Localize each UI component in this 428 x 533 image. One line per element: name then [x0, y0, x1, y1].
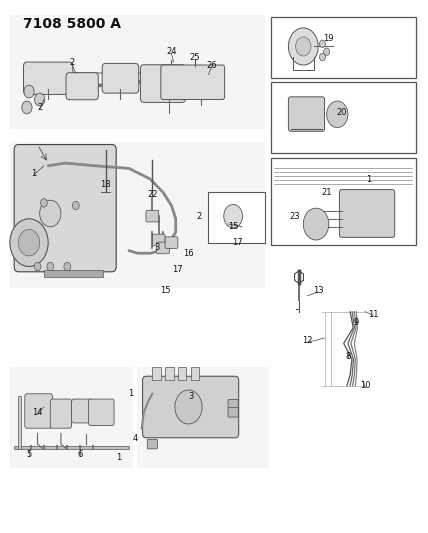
Bar — [14, 446, 129, 449]
FancyBboxPatch shape — [157, 242, 169, 254]
Text: 17: 17 — [232, 238, 243, 247]
Text: 26: 26 — [207, 61, 217, 69]
Bar — [271, 82, 416, 152]
Text: 6: 6 — [77, 450, 83, 459]
FancyBboxPatch shape — [71, 399, 93, 423]
FancyBboxPatch shape — [89, 399, 114, 425]
Text: 10: 10 — [360, 381, 370, 390]
Text: 2: 2 — [37, 103, 42, 112]
FancyBboxPatch shape — [140, 64, 185, 102]
Text: 8: 8 — [345, 352, 351, 361]
FancyBboxPatch shape — [288, 97, 324, 131]
Text: 14: 14 — [32, 408, 43, 417]
FancyBboxPatch shape — [50, 399, 71, 428]
Bar — [165, 367, 174, 381]
FancyBboxPatch shape — [228, 400, 238, 409]
Text: 2: 2 — [69, 58, 74, 67]
Circle shape — [34, 262, 41, 271]
Bar — [271, 17, 416, 78]
Circle shape — [64, 262, 71, 271]
Text: 16: 16 — [183, 249, 194, 258]
Bar — [44, 270, 104, 277]
FancyBboxPatch shape — [339, 190, 395, 237]
Circle shape — [175, 390, 202, 424]
Circle shape — [10, 219, 48, 266]
Text: 1: 1 — [31, 169, 36, 178]
Text: 24: 24 — [166, 47, 177, 56]
FancyBboxPatch shape — [14, 144, 116, 272]
Circle shape — [319, 53, 325, 61]
Text: 7108 5800 A: 7108 5800 A — [23, 17, 121, 31]
Text: 15: 15 — [228, 222, 238, 231]
Circle shape — [40, 200, 61, 227]
Text: 4: 4 — [133, 434, 138, 443]
Text: 12: 12 — [302, 336, 313, 345]
Text: 1: 1 — [116, 453, 121, 462]
Bar — [10, 142, 265, 288]
Bar — [208, 192, 265, 243]
Bar — [271, 158, 416, 245]
Circle shape — [327, 101, 348, 127]
Text: 13: 13 — [313, 286, 324, 295]
FancyBboxPatch shape — [147, 439, 158, 449]
Bar — [10, 14, 265, 128]
Text: 3: 3 — [188, 392, 193, 401]
Circle shape — [22, 101, 32, 114]
Circle shape — [41, 199, 48, 207]
Bar — [18, 397, 21, 449]
Text: 25: 25 — [190, 53, 200, 62]
Bar — [10, 367, 133, 468]
Circle shape — [324, 48, 330, 55]
Circle shape — [24, 85, 34, 98]
Text: 9: 9 — [354, 318, 359, 327]
Text: 2: 2 — [196, 212, 202, 221]
Text: 18: 18 — [100, 180, 111, 189]
FancyBboxPatch shape — [66, 72, 98, 100]
Bar — [137, 367, 269, 468]
Bar — [152, 367, 161, 381]
FancyBboxPatch shape — [102, 63, 139, 93]
Circle shape — [18, 229, 40, 256]
Text: 21: 21 — [321, 188, 332, 197]
FancyBboxPatch shape — [152, 234, 165, 246]
Text: 1: 1 — [366, 174, 372, 183]
Bar — [190, 367, 199, 381]
FancyBboxPatch shape — [24, 62, 73, 94]
FancyBboxPatch shape — [25, 394, 52, 428]
Circle shape — [303, 208, 329, 240]
Circle shape — [72, 201, 79, 210]
FancyBboxPatch shape — [185, 69, 217, 99]
Text: 15: 15 — [160, 286, 170, 295]
Text: 3: 3 — [154, 244, 159, 253]
Text: 19: 19 — [324, 34, 334, 43]
FancyBboxPatch shape — [165, 237, 178, 248]
Circle shape — [47, 262, 54, 271]
Text: 5: 5 — [27, 450, 32, 459]
Text: 17: 17 — [172, 265, 183, 273]
Text: 1: 1 — [128, 389, 134, 398]
Circle shape — [35, 93, 45, 106]
Bar — [178, 367, 186, 381]
FancyBboxPatch shape — [146, 211, 159, 222]
FancyBboxPatch shape — [228, 408, 238, 417]
FancyBboxPatch shape — [161, 65, 225, 100]
Text: 23: 23 — [289, 212, 300, 221]
Circle shape — [224, 205, 243, 228]
Text: 20: 20 — [336, 108, 347, 117]
FancyBboxPatch shape — [143, 376, 239, 438]
Circle shape — [319, 40, 325, 47]
Circle shape — [296, 37, 311, 56]
Circle shape — [288, 28, 318, 65]
Text: 22: 22 — [147, 190, 158, 199]
Text: 11: 11 — [368, 310, 379, 319]
